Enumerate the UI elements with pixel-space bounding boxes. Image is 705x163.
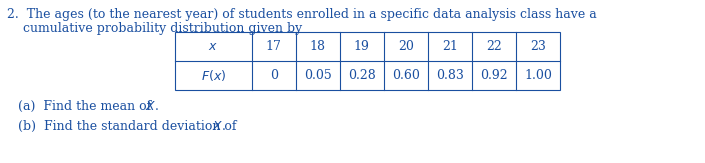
Text: 21: 21 bbox=[442, 40, 458, 53]
Text: 0.28: 0.28 bbox=[348, 69, 376, 82]
Text: $F(x)$: $F(x)$ bbox=[201, 68, 226, 83]
Text: 22: 22 bbox=[486, 40, 502, 53]
Text: 1.00: 1.00 bbox=[524, 69, 552, 82]
Text: 23: 23 bbox=[530, 40, 546, 53]
Text: 0.05: 0.05 bbox=[304, 69, 331, 82]
Text: $x$: $x$ bbox=[209, 40, 219, 53]
Text: cumulative probability distribution given by: cumulative probability distribution give… bbox=[7, 22, 302, 35]
Text: 19: 19 bbox=[354, 40, 369, 53]
Text: $X$.: $X$. bbox=[212, 120, 226, 133]
Text: 20: 20 bbox=[398, 40, 414, 53]
Text: $X$.: $X$. bbox=[145, 100, 159, 113]
Text: 0.60: 0.60 bbox=[392, 69, 419, 82]
Text: 2.  The ages (to the nearest year) of students enrolled in a specific data analy: 2. The ages (to the nearest year) of stu… bbox=[7, 8, 596, 21]
Text: 0: 0 bbox=[269, 69, 278, 82]
Bar bbox=[175, 32, 560, 90]
Text: (a)  Find the mean of: (a) Find the mean of bbox=[18, 100, 155, 113]
Text: 18: 18 bbox=[309, 40, 326, 53]
Text: 0.83: 0.83 bbox=[436, 69, 464, 82]
Text: 17: 17 bbox=[266, 40, 281, 53]
Text: (b)  Find the standard deviation of: (b) Find the standard deviation of bbox=[18, 120, 240, 133]
Text: 0.92: 0.92 bbox=[480, 69, 508, 82]
